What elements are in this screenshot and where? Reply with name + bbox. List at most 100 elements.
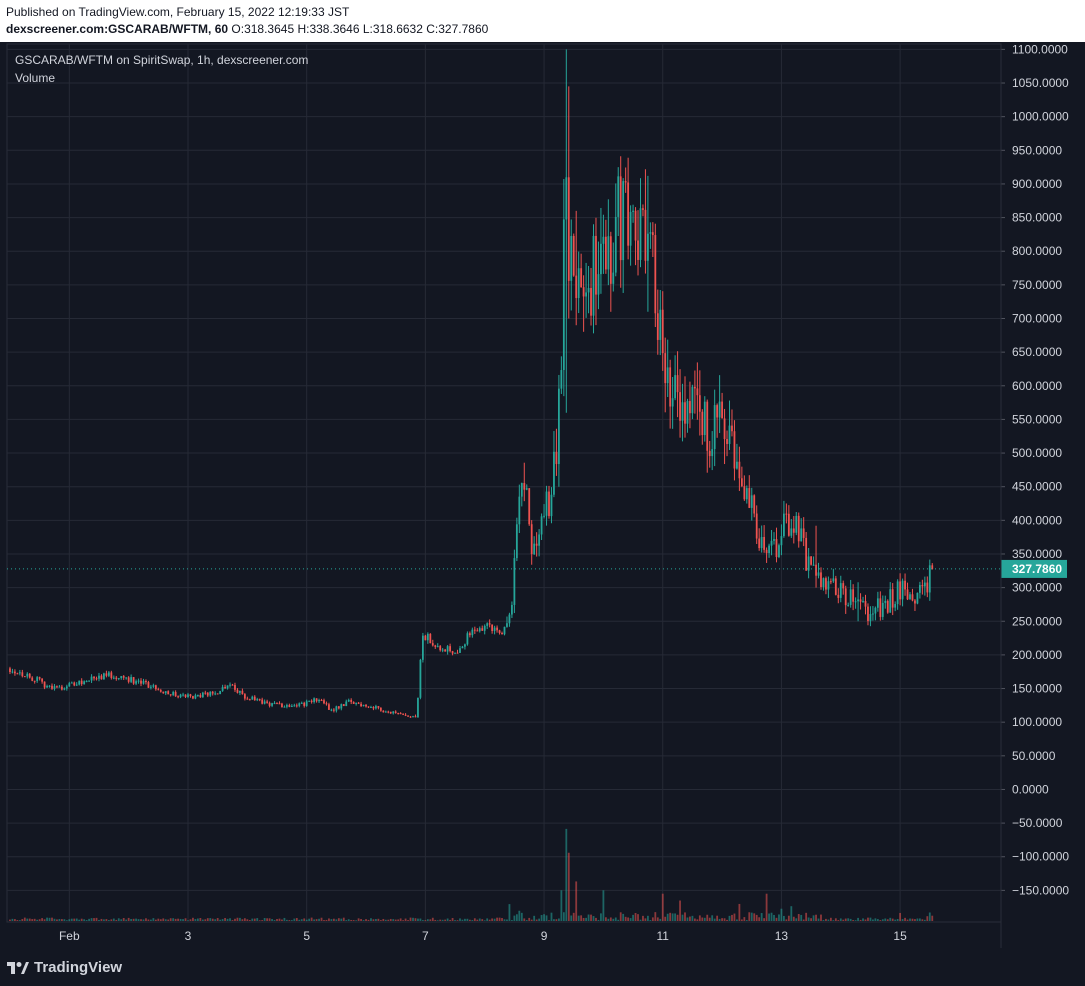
volume-bar [595, 917, 597, 921]
candle-body [703, 401, 706, 436]
volume-bar [506, 919, 508, 921]
candle-body [211, 691, 214, 694]
candle-body [268, 702, 271, 706]
volume-bar [132, 918, 135, 921]
volume-bar [103, 919, 105, 921]
candle-body [110, 672, 113, 678]
volume-bar [906, 919, 909, 921]
volume-bar [604, 917, 607, 921]
candle-body [28, 673, 31, 678]
volume-bar [263, 917, 266, 921]
volume-bar [28, 918, 31, 921]
candle-body [659, 309, 662, 340]
candle-body [491, 624, 494, 631]
volume-bar [597, 919, 600, 921]
volume-bar [797, 914, 800, 921]
volume-bar [783, 915, 785, 921]
volume-bar [671, 913, 674, 921]
candle-body [11, 671, 14, 673]
volume-bar [881, 919, 884, 921]
volume-bar [221, 919, 224, 921]
volume-bar [614, 917, 617, 921]
volume-bar [473, 918, 476, 921]
volume-bar [370, 918, 372, 921]
volume-bar [256, 918, 259, 921]
candle-body [642, 208, 644, 210]
volume-bar [387, 919, 390, 921]
volume-bar [795, 918, 798, 921]
candle-body [98, 675, 100, 679]
volume-bar [157, 918, 160, 921]
candle-body [859, 599, 862, 602]
candle-body [743, 486, 746, 500]
candle-body [68, 683, 71, 687]
price-axis[interactable]: 1100.0000 1050.0000 1000.0000 950.0000 900.0… [1000, 42, 1069, 948]
volume-bar [491, 918, 494, 921]
volume-bar [18, 920, 21, 921]
chart-legend-title[interactable]: GSCARAB/WFTM on SpiritSwap, 1h, dexscree… [15, 53, 309, 67]
candle-body [236, 689, 239, 693]
volume-bar [716, 915, 719, 921]
candle-body [127, 677, 130, 682]
candle-body [466, 633, 469, 645]
y-tick-label: 500.0000 [1012, 446, 1062, 460]
candle-body [419, 659, 422, 698]
volume-bar [575, 881, 578, 921]
candle-body [313, 698, 316, 702]
candle-body [214, 693, 217, 695]
volume-bar [834, 918, 837, 921]
volume-bar [837, 920, 840, 921]
candle-body [604, 236, 607, 270]
candle-body [530, 524, 533, 555]
candle-body [347, 699, 350, 702]
tradingview-logo[interactable]: TradingView [7, 959, 122, 976]
candle-body [842, 583, 845, 589]
candle-body [300, 702, 303, 704]
volume-bar [745, 920, 748, 921]
candle-body [107, 672, 110, 676]
volume-bar [753, 913, 756, 921]
candle-body [525, 488, 528, 490]
candle-body [876, 598, 879, 608]
x-tick-label: 3 [185, 929, 192, 943]
candle-body [337, 706, 340, 709]
candle-body [303, 702, 306, 706]
volume-bar [182, 919, 184, 921]
candle-body [120, 676, 123, 679]
candle-body [204, 692, 207, 694]
volume-bar [454, 920, 456, 921]
volume-bar [125, 919, 128, 921]
last-price-line: 327.7860 [7, 559, 1067, 578]
volume-bar [869, 917, 872, 921]
volume-bar [708, 917, 711, 921]
candle-body [575, 275, 578, 299]
volume-bar [590, 914, 592, 921]
time-axis[interactable]: Feb 3 5 7 9 11 13 15 [7, 921, 1001, 943]
volume-bar [914, 919, 916, 921]
volume-bar [122, 918, 125, 921]
volume-bar [553, 919, 555, 921]
candle-body [140, 680, 142, 684]
price-chart[interactable]: 327.7860 1100.00001050.00001000.0000950.… [0, 0, 1085, 948]
candle-body [159, 690, 162, 692]
candle-body [273, 703, 276, 705]
candle-body [78, 680, 81, 685]
candle-body [263, 701, 266, 704]
volume-bar [874, 918, 877, 921]
volume-bar [815, 914, 817, 921]
volume-bar [384, 919, 387, 921]
candle-body [360, 703, 362, 707]
volume-bar [150, 919, 152, 921]
volume-bar [765, 893, 768, 921]
volume-bar [14, 919, 16, 921]
candle-body [117, 678, 120, 680]
volume-bar [760, 913, 763, 921]
candle-body [805, 537, 808, 571]
candle-body [614, 216, 617, 273]
volume-bar [859, 919, 862, 921]
candle-body [651, 232, 654, 236]
volume-legend[interactable]: Volume [15, 71, 56, 85]
volume-bar [812, 915, 815, 921]
candle-body [738, 461, 741, 479]
candle-body [745, 488, 748, 500]
